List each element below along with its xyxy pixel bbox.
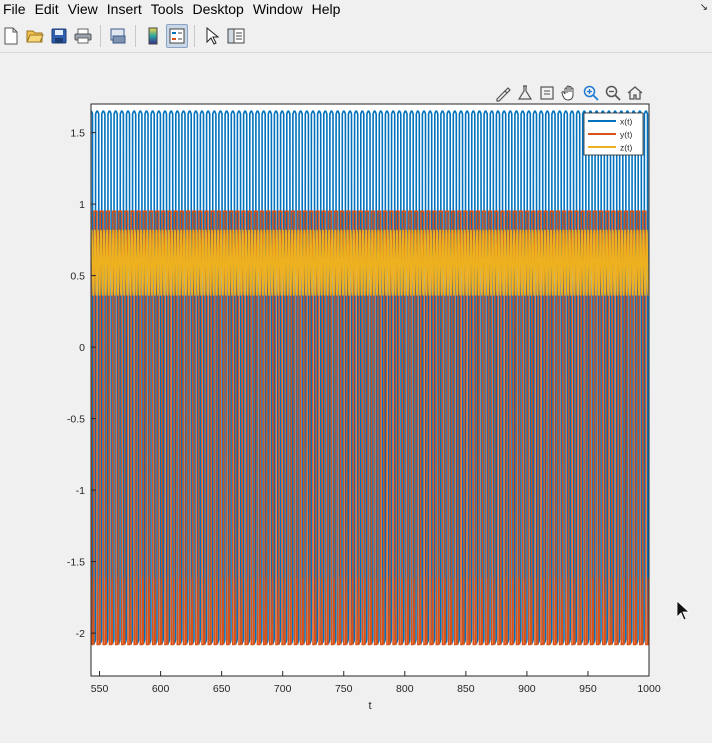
menu-file[interactable]: File — [3, 1, 26, 17]
data-tips-icon[interactable] — [514, 82, 536, 104]
menu-desktop[interactable]: Desktop — [192, 1, 244, 17]
edit-plot-arrow-icon[interactable] — [201, 24, 223, 48]
x-tick-label: 700 — [274, 683, 292, 695]
brush-icon[interactable] — [492, 82, 514, 104]
x-tick-label: 850 — [457, 683, 475, 695]
menu-tools[interactable]: Tools — [150, 1, 184, 17]
figure-toolbar — [0, 20, 712, 53]
tick-layer: 550 600 650 700 750 800 850 900 950 1000 1.5 1 0.5 0 -… — [67, 128, 661, 695]
series-line-2 — [91, 210, 649, 646]
mouse-cursor-icon — [676, 600, 690, 621]
menu-edit[interactable]: Edit — [34, 1, 59, 17]
y-tick-label: 1 — [79, 199, 85, 211]
home-restore-view-icon[interactable] — [624, 82, 646, 104]
menu-insert[interactable]: Insert — [106, 1, 142, 17]
y-tick-label: 0.5 — [70, 271, 85, 283]
legend-icon[interactable] — [166, 24, 188, 48]
legend-label-x: x(t) — [620, 117, 632, 127]
legend[interactable]: x(t) y(t) z(t) — [583, 112, 644, 156]
print-preview-icon[interactable] — [107, 24, 129, 48]
open-file-icon[interactable] — [24, 24, 46, 48]
property-inspector-icon[interactable] — [225, 24, 247, 48]
new-figure-icon[interactable] — [0, 24, 22, 48]
x-tick-label: 1000 — [637, 683, 661, 695]
toolbar-separator — [135, 25, 136, 47]
x-tick-label: 800 — [396, 683, 414, 695]
y-tick-label: 0 — [79, 342, 85, 354]
menu-view[interactable]: View — [67, 1, 98, 17]
x-tick-label: 650 — [213, 683, 231, 695]
toolbar-separator — [194, 25, 195, 47]
save-icon[interactable] — [48, 24, 70, 48]
export-icon[interactable] — [536, 82, 558, 104]
menu-bar: File Edit View Insert Tools Desktop Wind… — [0, 0, 712, 18]
legend-label-y: y(t) — [620, 130, 632, 140]
x-tick-label: 950 — [579, 683, 597, 695]
series-layer — [91, 110, 649, 646]
legend-label-z: z(t) — [620, 143, 632, 153]
zoom-out-icon[interactable] — [602, 82, 624, 104]
zoom-in-icon[interactable] — [580, 82, 602, 104]
y-tick-label: -2 — [76, 628, 85, 640]
axes-toolbar — [492, 82, 646, 104]
toolbar-separator — [100, 25, 101, 47]
print-icon[interactable] — [72, 24, 94, 48]
menu-window[interactable]: Window — [252, 1, 303, 17]
x-tick-label: 550 — [91, 683, 109, 695]
axes-frame — [90, 103, 650, 677]
x-axis-label: t — [368, 700, 371, 712]
y-tick-label: -1 — [76, 485, 85, 497]
pan-hand-icon[interactable] — [558, 82, 580, 104]
colorbar-icon[interactable] — [142, 24, 164, 48]
menu-help[interactable]: Help — [311, 1, 341, 17]
y-tick-label: 1.5 — [70, 128, 85, 140]
x-tick-label: 750 — [335, 683, 353, 695]
x-tick-label: 600 — [152, 683, 170, 695]
x-tick-label: 900 — [518, 683, 536, 695]
series-line-3 — [91, 229, 649, 296]
y-tick-label: -0.5 — [67, 414, 85, 426]
y-tick-label: -1.5 — [67, 557, 85, 569]
dock-arrow-icon[interactable]: ↘ — [699, 2, 708, 13]
